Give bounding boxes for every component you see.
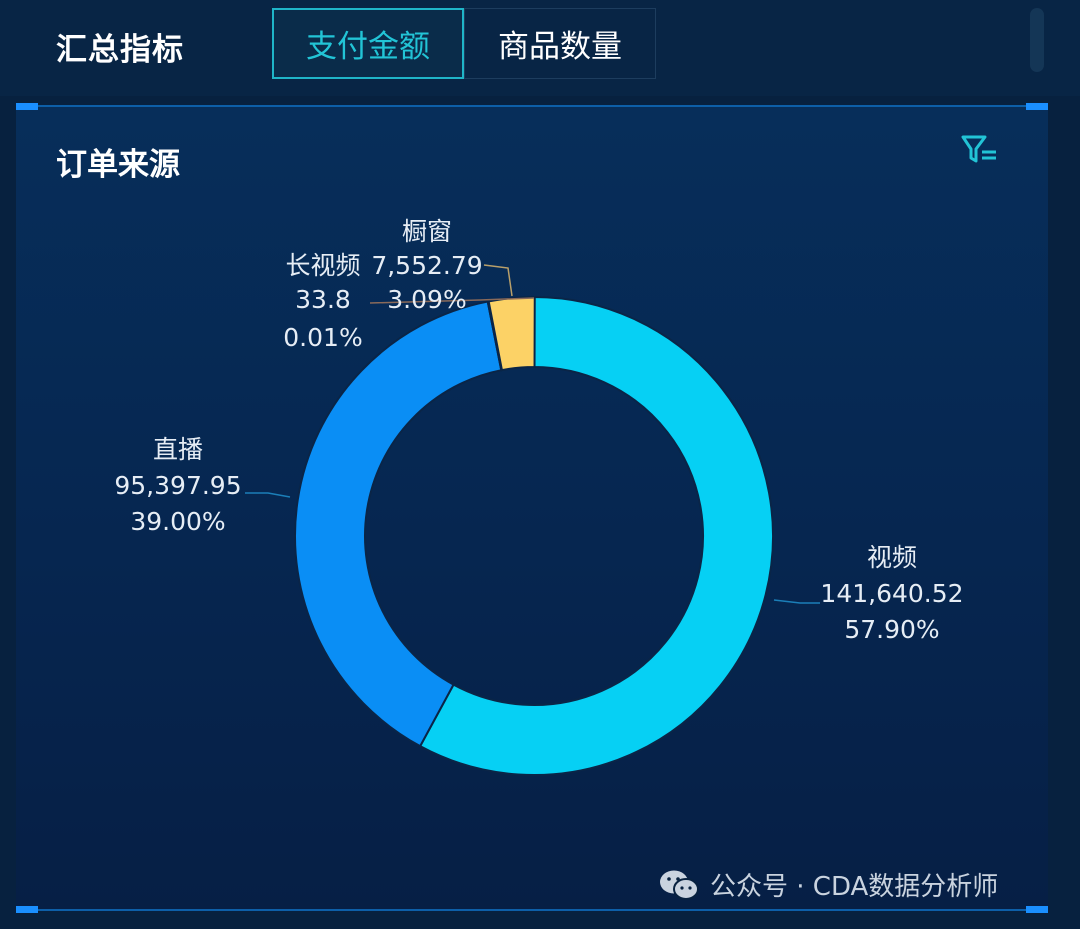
metric-tabs: 支付金额 商品数量 (272, 8, 656, 79)
top-bar (0, 0, 1080, 96)
leader-line-1 (245, 492, 291, 498)
slice-label-name-2: 长视频 (285, 251, 360, 280)
slice-label-value-2: 33.8 (295, 285, 351, 314)
tab-payment-amount[interactable]: 支付金额 (272, 8, 464, 79)
leader-line-0 (773, 599, 820, 604)
slice-label-value-0: 141,640.52 (820, 579, 963, 608)
panel-title: 订单来源 (56, 147, 180, 183)
scrollbar-thumb[interactable] (1030, 8, 1044, 72)
corner-accent-top-right (1026, 103, 1048, 110)
slice-label-value-1: 95,397.95 (114, 471, 241, 500)
summary-title: 汇总指标 (56, 32, 184, 68)
slice-label-name-0: 视频 (867, 543, 917, 572)
slice-label-percent-0: 57.90% (844, 615, 939, 644)
corner-accent-bottom-right (1026, 906, 1048, 913)
corner-accent-top-left (16, 103, 38, 110)
watermark: 公众号 · CDA数据分析师 (658, 866, 998, 903)
tab-product-quantity[interactable]: 商品数量 (464, 8, 656, 79)
slice-label-percent-1: 39.00% (130, 507, 225, 536)
slice-label-percent-2: 0.01% (283, 323, 362, 352)
slice-label-name-3: 橱窗 (402, 217, 452, 246)
filter-icon[interactable] (960, 133, 1000, 169)
slice-label-value-3: 7,552.79 (371, 251, 482, 280)
watermark-text: 公众号 · CDA数据分析师 (710, 872, 999, 902)
pie-slice-0[interactable] (418, 295, 774, 776)
leader-line-3 (483, 264, 513, 297)
slice-label-percent-3: 3.09% (387, 285, 466, 314)
leader-line-2 (369, 297, 535, 304)
pie-slice-1[interactable] (294, 300, 503, 748)
wechat-icon (660, 870, 699, 900)
corner-accent-bottom-left (16, 906, 38, 913)
slice-label-name-1: 直播 (153, 435, 203, 464)
order-source-panel: 订单来源 (16, 103, 1048, 913)
